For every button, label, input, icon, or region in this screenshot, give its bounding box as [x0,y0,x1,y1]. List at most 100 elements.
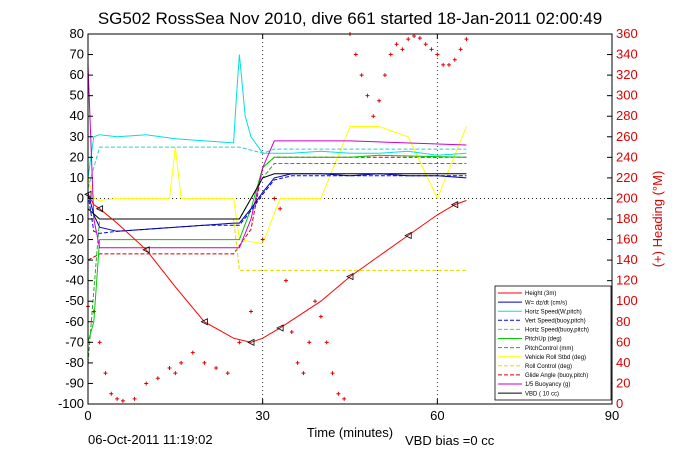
legend-label: PitchControl (mm) [525,346,573,352]
heading-point [417,36,422,41]
right-tick-label: 20 [616,375,630,390]
series-line-w [87,173,467,232]
right-tick-label: 140 [616,252,638,267]
left-tick-label: -90 [65,375,84,390]
heading-point [202,360,207,365]
left-tick-label: -20 [65,232,84,247]
right-tick-label: 280 [616,108,638,123]
heading-point [388,52,393,57]
heading-point [458,47,463,52]
x-tick-label: 30 [255,408,269,423]
heading-point [423,42,428,47]
left-tick-label: 0 [77,190,84,205]
left-tick-label: -30 [65,252,84,267]
left-tick-label: -40 [65,273,84,288]
left-tick-label: 80 [70,26,84,41]
right-tick-label: 200 [616,190,638,205]
x-axis-ticks: 0 30 60 90 [84,34,619,423]
right-tick-label: 60 [616,334,630,349]
heading-point [109,391,114,396]
series-line-vehicle-roll [87,126,467,245]
heading-point [272,196,277,201]
left-tick-label: 40 [70,108,84,123]
heading-point [173,371,178,376]
heading-point [237,340,242,345]
series-line-horiz-speed [87,54,467,178]
height-marker [276,324,284,332]
right-tick-label: 300 [616,88,638,103]
right-tick-label: 360 [616,26,638,41]
right-tick-label: 260 [616,129,638,144]
height-marker [346,272,354,281]
heading-point [441,62,446,67]
heading-point [97,340,102,345]
series-line-buoyancy [87,64,467,249]
heading-point [132,396,137,401]
height-marker [142,246,150,254]
left-tick-label: -100 [58,396,84,411]
right-tick-label: 160 [616,232,638,247]
heading-point [307,340,312,345]
heading-point [429,47,434,52]
heading-point [179,360,184,365]
heading-point [289,330,294,335]
heading-point [115,396,120,401]
heading-point [336,391,341,396]
legend-label: VBD ( 10 cc) [525,391,559,397]
footer-date: 06-Oct-2011 11:19:02 [88,432,213,447]
grid-lines [88,34,612,404]
heading-point [435,52,440,57]
right-tick-label: 80 [616,314,630,329]
series-line-height [87,194,467,343]
heading-point [260,237,265,242]
series-line-pitch-up [87,154,467,343]
right-axis-label: (+) Heading (°M) [650,171,665,268]
left-tick-label: -50 [65,293,84,308]
heading-point [377,98,382,103]
legend-label: Vehicle Roll Stbd (deg) [525,355,586,361]
left-tick-label: -70 [65,334,84,349]
right-axis-ticks: 3603403203002802602402202001801601401201… [607,26,638,411]
heading-point [353,52,358,57]
heading-point [446,62,451,67]
heading-point [214,366,219,371]
legend-label: Glide Angle (buoy,pitch) [525,373,588,379]
left-tick-label: 60 [70,67,84,82]
heading-point [464,37,469,42]
height-marker [450,200,459,209]
left-tick-label: 10 [70,170,84,185]
right-tick-label: 340 [616,47,638,62]
heading-point [225,371,230,376]
legend: Height (3m) W= dz/dt (cm/s) Horiz Speed(W,… [494,285,612,401]
right-tick-label: 100 [616,293,638,308]
legend-label: Vert Speed(buoy,pitch) [525,319,586,325]
footer-note: VBD bias =0 cc [405,433,495,448]
heading-point [155,376,160,381]
left-tick-label: 20 [70,149,84,164]
legend-label: Roll Control (deg) [525,364,572,370]
series-line-horiz-speed-buoy [87,146,467,189]
x-tick-label: 60 [430,408,444,423]
height-marker [95,205,104,213]
right-tick-label: 220 [616,170,638,185]
left-tick-label: -60 [65,314,84,329]
right-tick-label: 320 [616,67,638,82]
heading-point [120,398,125,403]
left-tick-label: -80 [65,355,84,370]
x-tick-label: 90 [605,408,619,423]
series-line-vbd [87,173,467,220]
series-layer [84,32,469,403]
height-marker [404,231,412,240]
heading-point [359,73,364,78]
heading-point [283,278,288,283]
legend-label: PitchUp (deg) [525,337,562,343]
heading-point [394,42,399,47]
legend-label: Height (3m) [525,291,556,297]
legend-label: Horiz Speed(W,pitch) [525,309,582,315]
right-tick-label: 0 [616,396,623,411]
heading-point [324,340,329,345]
heading-point [330,371,335,376]
heading-point [295,360,300,365]
heading-point [301,371,306,376]
